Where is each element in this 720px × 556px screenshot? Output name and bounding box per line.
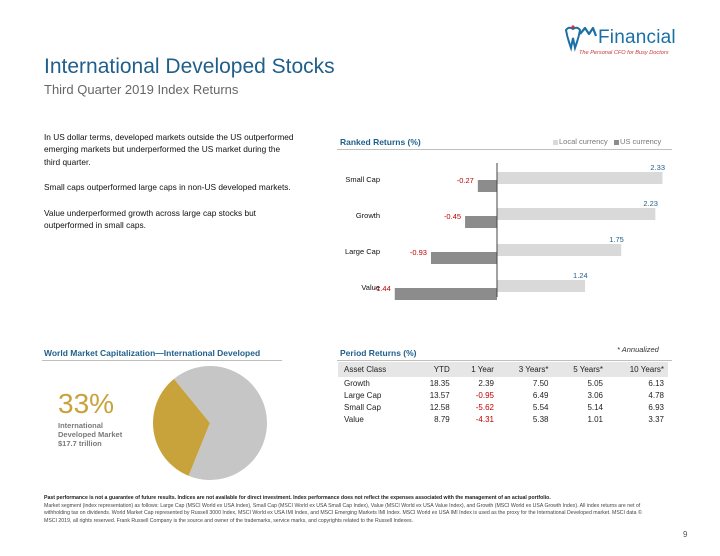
return-cell: 12.58 (429, 402, 450, 412)
return-cell: 6.13 (648, 378, 664, 388)
return-cell: 5.54 (532, 402, 549, 412)
disclaimer: Past performance is not a guarantee of f… (44, 495, 644, 525)
divider (337, 360, 672, 361)
company-logo: Financial The Personal CFO for Busy Doct… (563, 22, 693, 62)
return-cell: 5.38 (532, 415, 549, 425)
data-label-local: 2.33 (650, 163, 665, 172)
page-title: International Developed Stocks (44, 55, 335, 78)
bar-local-currency (497, 244, 622, 256)
category-label: Small Cap (345, 175, 380, 184)
caption-line: International (58, 421, 104, 430)
return-cell: 1.01 (587, 415, 604, 425)
pie-slice-rest-of-world (173, 366, 267, 480)
divider (337, 149, 672, 150)
market-cap-heading: World Market Capitalization—Internationa… (44, 348, 261, 358)
category-label: Value (361, 283, 380, 292)
logo-tagline: The Personal CFO for Busy Doctors (579, 50, 669, 56)
caption-line: $17.7 trillion (58, 439, 102, 448)
ranked-returns-chart: Small Cap 2.33 -0.27 Growth 2.23 -0.45 Large C… (345, 163, 665, 300)
column-header: 10 Years* (607, 362, 668, 377)
data-label-us: -0.27 (457, 176, 474, 185)
annualized-note: * Annualized (617, 345, 659, 354)
pie-slice-international-developed (153, 378, 210, 476)
return-cell: 13.57 (429, 390, 450, 400)
asset-class-cell: Large Cap (344, 390, 382, 400)
bar-local-currency (497, 208, 656, 220)
category-label: Large Cap (345, 247, 380, 256)
data-label-us: -0.45 (444, 212, 461, 221)
data-label-local: 2.23 (643, 199, 658, 208)
data-label-us: -0.93 (410, 248, 427, 257)
commentary-paragraph: Small caps outperformed large caps in no… (44, 182, 291, 193)
logo-wordmark: Financial (598, 27, 676, 48)
return-cell: 7.50 (532, 378, 549, 388)
asset-class-cell: Value (344, 415, 364, 425)
table-row: Small Cap 12.58 -5.62 5.54 5.14 6.93 (338, 401, 668, 413)
return-cell: 3.06 (587, 390, 604, 400)
legend-swatch-us (614, 139, 620, 145)
return-cell: 2.39 (478, 378, 494, 388)
bar-us-currency (477, 180, 497, 192)
market-cap-percent: 33% (58, 388, 115, 419)
column-header: 5 Years* (552, 362, 608, 377)
column-header: 3 Years* (497, 362, 553, 377)
bar-local-currency (497, 280, 586, 292)
bar-local-currency (497, 172, 663, 184)
return-cell: 3.37 (648, 415, 664, 425)
asset-class-cell: Small Cap (344, 402, 381, 412)
data-label-local: 1.75 (609, 235, 624, 244)
legend-label-us: US currency (620, 137, 662, 146)
commentary-paragraph: In US dollar terms, developed markets ou… (44, 132, 294, 167)
data-label-us: -1.44 (374, 284, 391, 293)
return-cell: 5.14 (587, 402, 604, 412)
legend-label-local: Local currency (559, 137, 608, 146)
divider (42, 360, 282, 361)
market-cap-caption: International Developed Market $17.7 tri… (58, 421, 148, 448)
return-cell: -0.95 (475, 390, 494, 400)
return-cell: -5.62 (475, 402, 494, 412)
data-label-local: 1.24 (573, 271, 588, 280)
table-row: Large Cap 13.57 -0.95 6.49 3.06 4.78 (338, 389, 668, 401)
return-cell: 6.49 (532, 390, 549, 400)
page-subtitle: Third Quarter 2019 Index Returns (44, 82, 239, 97)
return-cell: 4.78 (648, 390, 664, 400)
return-cell: -4.31 (475, 415, 494, 425)
column-header: 1 Year (453, 362, 498, 377)
category-label: Growth (356, 211, 380, 220)
bar-us-currency (394, 288, 497, 300)
column-header: Asset Class (338, 362, 414, 377)
page-number: 9 (683, 530, 688, 539)
legend-swatch-local (553, 139, 558, 145)
chart-legend: Local currency US currency (553, 137, 661, 146)
period-returns-table: Asset Class YTD 1 Year 3 Years* 5 Years* 10 Y… (338, 362, 668, 426)
period-returns-heading: Period Returns (%) (340, 348, 417, 358)
bar-us-currency (465, 216, 497, 228)
bar-us-currency (430, 252, 497, 264)
return-cell: 5.05 (587, 378, 604, 388)
asset-class-cell: Growth (344, 378, 370, 388)
column-header: YTD (413, 362, 454, 377)
caption-line: Developed Market (58, 430, 123, 439)
ranked-returns-heading: Ranked Returns (%) (340, 137, 421, 147)
commentary: In US dollar terms, developed markets ou… (44, 131, 294, 244)
table-header-row: Asset Class YTD 1 Year 3 Years* 5 Years* 10 Y… (338, 362, 668, 377)
table-row: Value 8.79 -4.31 5.38 1.01 3.37 (338, 414, 668, 426)
return-cell: 18.35 (429, 378, 450, 388)
market-cap-pie (153, 366, 267, 480)
disclaimer-bold: Past performance is not a guarantee of f… (44, 495, 551, 501)
logo-tooth-icon (564, 25, 598, 52)
return-cell: 6.93 (648, 402, 664, 412)
commentary-paragraph: Value underperformed growth across large… (44, 207, 256, 231)
return-cell: 8.79 (434, 415, 450, 425)
disclaimer-text: Market segment (index representation) as… (44, 502, 642, 524)
table-row: Growth 18.35 2.39 7.50 5.05 6.13 (338, 377, 668, 389)
